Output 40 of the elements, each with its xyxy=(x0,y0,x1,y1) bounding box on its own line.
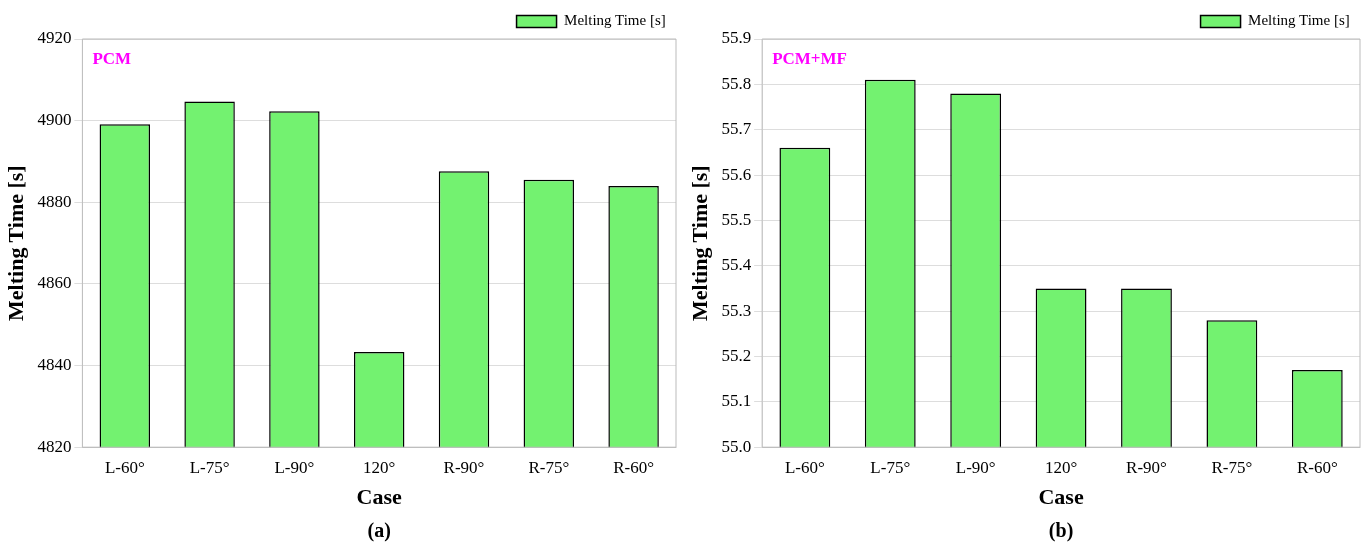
legend-label: Melting Time [s] xyxy=(564,12,666,29)
x-tick-label: 120° xyxy=(1044,457,1078,477)
y-tick-label: 4860 xyxy=(37,273,72,293)
x-tick-label: R-75° xyxy=(1211,457,1253,477)
annotation: PCM xyxy=(92,48,132,68)
x-tick-label: R-60° xyxy=(1296,457,1338,477)
x-tick-label: L-75° xyxy=(870,457,911,477)
x-tick-label: L-90° xyxy=(274,457,315,477)
x-tick-label: L-90° xyxy=(955,457,996,477)
x-axis-title: Case xyxy=(1038,484,1084,510)
y-tick-label: 55.4 xyxy=(721,255,752,275)
y-axis-title: Melting Time [s] xyxy=(2,165,28,321)
text: (a) xyxy=(367,519,391,543)
y-tick-label: 55.5 xyxy=(721,209,752,229)
x-axis-title: Case xyxy=(356,484,403,510)
y-tick-label: 55.2 xyxy=(721,345,752,365)
y-tick-label: 55.6 xyxy=(721,164,752,184)
y-tick-label: 55.3 xyxy=(721,300,752,320)
x-tick-label: R-60° xyxy=(613,457,655,477)
x-tick-label: L-60° xyxy=(784,457,825,477)
x-tick-label: R-90° xyxy=(1126,457,1167,477)
x-tick-label: L-75° xyxy=(189,457,230,477)
x-tick-label: R-75° xyxy=(528,457,570,477)
annotation: PCM+MF xyxy=(772,48,847,68)
x-tick-label: L-60° xyxy=(104,457,145,477)
y-tick-label: 4840 xyxy=(37,355,72,375)
y-tick-label: 55.7 xyxy=(721,119,752,139)
text: (b) xyxy=(1048,519,1074,543)
y-tick-label: 4900 xyxy=(37,110,72,130)
y-tick-label: 55.1 xyxy=(721,391,752,411)
y-axis-title: Melting Time [s] xyxy=(686,165,712,321)
legend-label: Melting Time [s] xyxy=(1248,12,1350,29)
x-tick-label: R-90° xyxy=(443,457,485,477)
y-tick-label: 55.0 xyxy=(721,436,752,456)
y-tick-label: 55.8 xyxy=(721,73,752,93)
x-tick-label: 120° xyxy=(363,457,396,477)
y-tick-label: 4820 xyxy=(37,436,72,456)
y-tick-label: 4880 xyxy=(37,191,72,211)
y-tick-label: 55.9 xyxy=(721,28,752,48)
y-tick-label: 4920 xyxy=(37,28,72,48)
